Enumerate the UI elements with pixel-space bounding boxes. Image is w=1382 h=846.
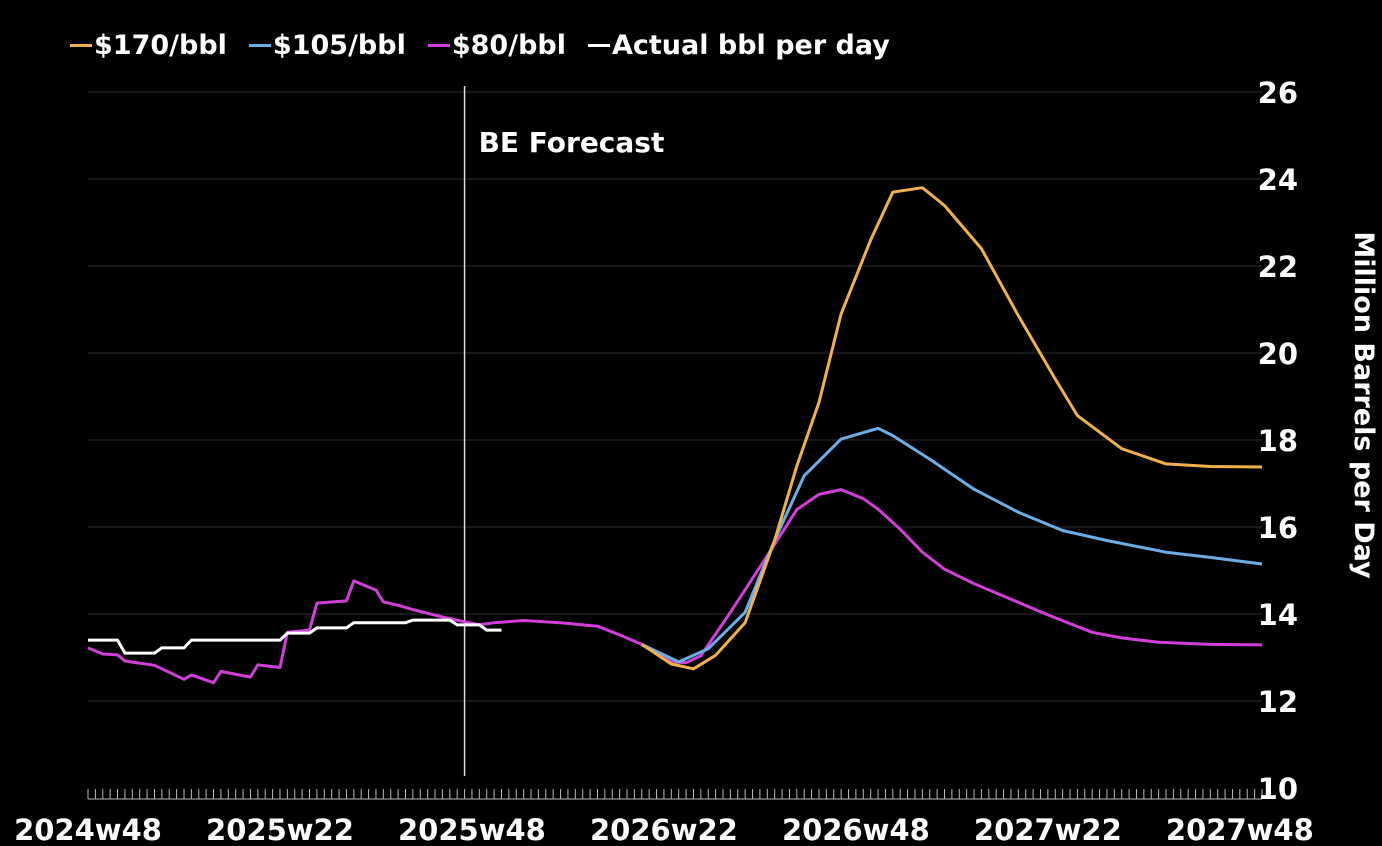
- legend-swatch: [70, 44, 92, 47]
- y-tick-label: 22: [1258, 250, 1298, 284]
- legend-swatch: [248, 44, 271, 47]
- series-line-actual-bbl-per-day: [88, 618, 502, 655]
- y-tick-label: 18: [1258, 424, 1298, 458]
- legend-label: $170/bbl: [94, 30, 227, 61]
- y-tick-label: 26: [1258, 76, 1298, 110]
- series-line--80-bbl: [87, 488, 1263, 685]
- x-tick-label: 2025w22: [206, 813, 354, 846]
- x-tick-label: 2024w48: [14, 813, 162, 846]
- x-tick-label: 2027w48: [1166, 813, 1314, 846]
- series-line--105-bbl: [641, 426, 1263, 664]
- legend-label: Actual bbl per day: [611, 30, 890, 61]
- y-tick-label: 10: [1258, 772, 1298, 806]
- y-tick-label: 12: [1258, 685, 1298, 719]
- x-tick-label: 2025w48: [398, 813, 546, 846]
- series-lines: [87, 186, 1263, 685]
- series-line--170-bbl: [640, 186, 1263, 671]
- legend-item-170: $170/bbl: [70, 30, 227, 61]
- legend: $170/bbl $105/bbl $80/bbl Actual bbl per…: [70, 30, 890, 61]
- y-tick-label: 24: [1258, 163, 1298, 197]
- gridlines: [88, 91, 1262, 702]
- y-tick-label: 20: [1258, 337, 1298, 371]
- legend-item-105: $105/bbl: [248, 30, 406, 61]
- legend-item-actual: Actual bbl per day: [587, 30, 890, 61]
- x-axis: 2024w48 2025w22 2025w48 2026w22 2026w48 2027w…: [14, 789, 1314, 846]
- x-tick-label: 2026w48: [782, 813, 930, 846]
- y-axis-label: Million Barrels per Day: [1348, 231, 1379, 579]
- y-tick-label: 14: [1258, 598, 1298, 632]
- x-tick-label: 2026w22: [590, 813, 738, 846]
- legend-label: $105/bbl: [272, 30, 406, 61]
- legend-swatch: [427, 44, 450, 47]
- y-tick-label: 16: [1258, 511, 1298, 545]
- legend-swatch: [587, 44, 610, 47]
- legend-label: $80/bbl: [451, 30, 566, 61]
- y-axis: 10 12 14 16 18 20 22 24 26: [1258, 76, 1298, 806]
- forecast-annotation: BE Forecast: [479, 126, 665, 159]
- legend-item-80: $80/bbl: [427, 30, 566, 61]
- x-tick-label: 2027w22: [974, 813, 1122, 846]
